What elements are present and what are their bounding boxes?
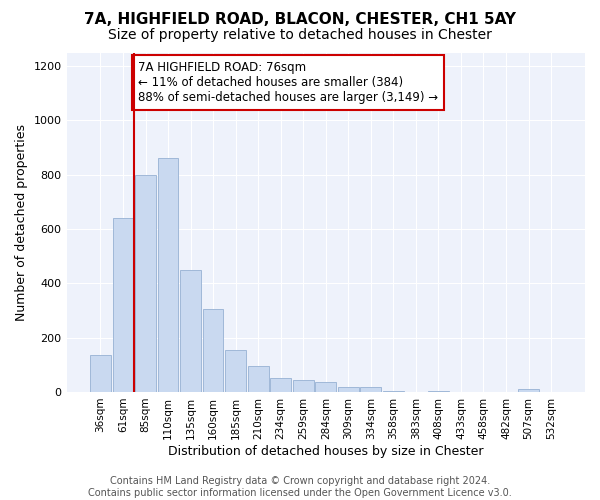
Bar bbox=[180, 270, 201, 392]
Bar bbox=[248, 366, 269, 392]
Bar bbox=[158, 158, 178, 392]
Bar bbox=[135, 174, 156, 392]
Bar bbox=[203, 309, 223, 392]
X-axis label: Distribution of detached houses by size in Chester: Distribution of detached houses by size … bbox=[168, 444, 484, 458]
Bar bbox=[338, 388, 359, 392]
Bar bbox=[428, 390, 449, 392]
Bar bbox=[113, 218, 133, 392]
Bar bbox=[316, 382, 336, 392]
Bar bbox=[293, 380, 314, 392]
Y-axis label: Number of detached properties: Number of detached properties bbox=[15, 124, 28, 320]
Text: Size of property relative to detached houses in Chester: Size of property relative to detached ho… bbox=[108, 28, 492, 42]
Text: 7A HIGHFIELD ROAD: 76sqm
← 11% of detached houses are smaller (384)
88% of semi-: 7A HIGHFIELD ROAD: 76sqm ← 11% of detach… bbox=[137, 60, 438, 104]
Bar bbox=[518, 389, 539, 392]
Bar bbox=[90, 356, 111, 392]
Bar bbox=[383, 390, 404, 392]
Text: Contains HM Land Registry data © Crown copyright and database right 2024.
Contai: Contains HM Land Registry data © Crown c… bbox=[88, 476, 512, 498]
Bar bbox=[361, 386, 381, 392]
Bar bbox=[225, 350, 246, 392]
Text: 7A, HIGHFIELD ROAD, BLACON, CHESTER, CH1 5AY: 7A, HIGHFIELD ROAD, BLACON, CHESTER, CH1… bbox=[84, 12, 516, 28]
Bar bbox=[271, 378, 291, 392]
